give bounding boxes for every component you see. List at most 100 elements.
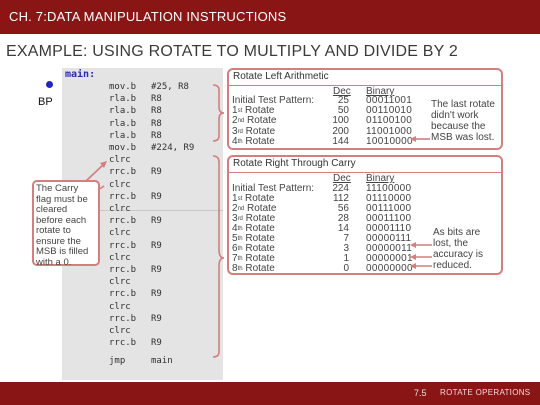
- row-binary: 00011100: [366, 213, 412, 224]
- breakpoint-label: BP: [38, 96, 53, 108]
- code-operand: R9: [151, 338, 162, 349]
- code-operand: R9: [151, 167, 162, 178]
- code-operand: R8: [151, 118, 162, 129]
- carry-note-callout: The Carry flag must be cleared before ea…: [32, 180, 100, 268]
- carry-note-text: The Carry flag must be cleared before ea…: [36, 183, 89, 268]
- rotate-left-title: Rotate Left Arithmetic: [233, 71, 329, 82]
- rotate-right-bin-header: Binary: [366, 173, 395, 184]
- code-line: rla.b R8: [62, 131, 223, 143]
- code-line: mov.b #25, R8: [62, 82, 223, 94]
- row-label: Initial Test Pattern:: [232, 183, 315, 194]
- row-label: 4th Rotate: [232, 135, 275, 147]
- rotate-left-note-line: The last rotate: [431, 99, 495, 110]
- row-decimal: 25: [337, 95, 349, 106]
- code-line: clrc: [62, 326, 223, 338]
- code-line: clrc: [62, 180, 223, 192]
- code-line: clrc: [62, 277, 223, 289]
- code-opcode: mov.b: [109, 143, 137, 153]
- slide-heading: EXAMPLE: USING ROTATE TO MULTIPLY AND DI…: [6, 43, 458, 60]
- code-line: clrc: [62, 155, 223, 167]
- row-binary: 00000000: [366, 263, 413, 274]
- carry-note-line: MSB is filled: [36, 246, 89, 257]
- rotate-right-note-line: As bits are: [433, 227, 481, 238]
- code-label: main:: [65, 69, 96, 80]
- code-operand: R8: [151, 94, 162, 105]
- rotate-left-note-line: because the: [431, 121, 486, 132]
- code-line: rrc.b R9: [62, 216, 223, 228]
- code-opcode: rla.b: [109, 130, 137, 141]
- code-line: clrc: [62, 253, 223, 265]
- code-operand: R8: [151, 130, 162, 141]
- rotate-right-note-line: reduced.: [433, 260, 472, 271]
- code-opcode: rla.b: [109, 94, 137, 105]
- code-opcode: rrc.b: [109, 313, 137, 324]
- code-opcode: rla.b: [109, 118, 137, 129]
- row-decimal: 7: [343, 233, 349, 244]
- rotate-right-box: Rotate Right Through Carry Dec Binary In…: [227, 155, 503, 275]
- rotate-left-box: Rotate Left Arithmetic Dec Binary Initia…: [227, 68, 503, 150]
- code-opcode: rrc.b: [109, 191, 137, 202]
- row-binary: 00111000: [366, 203, 412, 214]
- code-line: clrc: [62, 228, 223, 240]
- row-decimal: 50: [337, 105, 349, 117]
- footer-bar: 7.5 ROTATE OPERATIONS: [0, 382, 540, 405]
- carry-note-line: flag must be: [36, 193, 88, 205]
- row-decimal: 0: [343, 263, 349, 274]
- rotate-left-separator: [229, 85, 501, 86]
- code-line: mov.b #224, R9: [62, 143, 223, 155]
- rotate-right-dec-header: Dec: [333, 173, 351, 184]
- title-bar: CH. 7:DATA MANIPULATION INSTRUCTIONS: [0, 0, 540, 34]
- carry-note-line: before each: [36, 214, 87, 226]
- row-label: Initial Test Pattern:: [232, 95, 315, 106]
- rotate-right-note-line: lost, the: [433, 238, 469, 249]
- code-operand: R9: [151, 191, 162, 202]
- code-operand: R9: [151, 265, 162, 275]
- row-binary: 00110010: [366, 105, 413, 117]
- code-line: rrc.b R9: [62, 241, 223, 253]
- section-name: ROTATE OPERATIONS: [440, 388, 531, 397]
- code-opcode: clrc: [109, 204, 131, 214]
- code-opcode: rrc.b: [109, 265, 137, 275]
- row-decimal: 224: [332, 183, 349, 194]
- row-binary: 00001110: [366, 223, 412, 234]
- rotate-left-note: The last rotate didn't work because the …: [431, 99, 495, 143]
- code-operand: R9: [151, 289, 162, 300]
- code-operand: R9: [151, 240, 162, 251]
- rotate-right-separator: [229, 172, 501, 173]
- row-label: 3rd Rotate: [232, 213, 276, 224]
- slide-title: CH. 7:DATA MANIPULATION INSTRUCTIONS: [9, 9, 287, 24]
- code-opcode: rla.b: [109, 106, 137, 117]
- row-binary: 10010000: [366, 135, 413, 147]
- row-decimal: 200: [332, 125, 349, 137]
- code-line: jmp main: [62, 356, 223, 368]
- carry-note-line: ensure the: [36, 235, 81, 247]
- code-line: clrc: [62, 302, 223, 314]
- row-label: 4th Rotate: [232, 223, 275, 234]
- row-binary: 11100000: [366, 183, 412, 194]
- row-decimal: 3: [343, 243, 349, 254]
- code-opcode: clrc: [109, 155, 131, 166]
- code-listing: main: mov.b #25, R8 rla.b R8 rla.b R8 rla.b R8 r…: [62, 68, 223, 380]
- breakpoint-icon[interactable]: [46, 81, 53, 88]
- row-decimal: 112: [333, 193, 349, 204]
- row-binary: 00000111: [366, 233, 412, 244]
- row-decimal: 56: [337, 203, 349, 214]
- code-opcode: rrc.b: [109, 338, 137, 349]
- row-label: 6th Rotate: [232, 243, 275, 254]
- row-decimal: 14: [337, 223, 349, 234]
- code-opcode: clrc: [109, 301, 131, 312]
- rotate-right-title: Rotate Right Through Carry: [233, 158, 356, 169]
- code-operand: R8: [151, 106, 162, 117]
- row-label: 1st Rotate: [232, 193, 275, 204]
- row-label: 8th Rotate: [232, 263, 275, 274]
- row-label: 3rd Rotate: [232, 125, 276, 137]
- row-decimal: 28: [337, 213, 349, 224]
- row-label: 2nd Rotate: [232, 115, 277, 127]
- code-line: rla.b R8: [62, 106, 223, 118]
- code-opcode: clrc: [109, 277, 131, 288]
- row-label: 7th Rotate: [232, 253, 275, 264]
- code-line: rrc.b R9: [62, 289, 223, 301]
- code-line: rla.b R8: [62, 94, 223, 106]
- row-decimal: 100: [332, 115, 349, 127]
- row-label: 2nd Rotate: [232, 203, 277, 214]
